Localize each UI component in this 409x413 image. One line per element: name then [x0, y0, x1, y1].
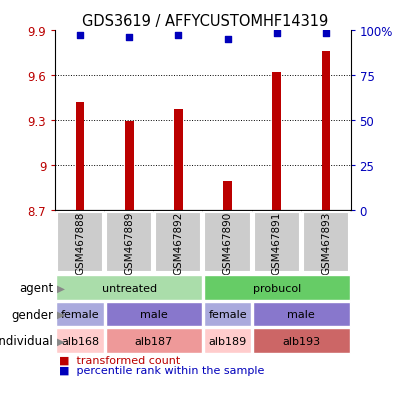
Text: GSM467888: GSM467888: [75, 211, 85, 274]
Text: untreated: untreated: [101, 283, 156, 293]
Point: [175, 33, 181, 40]
Text: probucol: probucol: [252, 283, 300, 293]
Text: GSM467891: GSM467891: [271, 211, 281, 274]
Bar: [56, 302, 103, 326]
Bar: [203, 302, 251, 326]
Bar: [57, 213, 103, 273]
Bar: [302, 213, 348, 273]
Point: [76, 33, 83, 40]
Text: male: male: [287, 309, 315, 319]
Text: ■  transformed count: ■ transformed count: [59, 355, 180, 365]
Text: GSM467893: GSM467893: [320, 211, 330, 274]
Text: individual: individual: [0, 334, 53, 347]
Text: GSM467890: GSM467890: [222, 211, 232, 274]
Text: agent: agent: [19, 281, 53, 294]
Bar: [105, 302, 202, 326]
Bar: [222, 181, 231, 211]
Text: GSM467892: GSM467892: [173, 211, 183, 274]
Bar: [252, 302, 349, 326]
Bar: [155, 213, 201, 273]
Bar: [106, 213, 152, 273]
Text: alb193: alb193: [282, 336, 319, 346]
Bar: [56, 276, 202, 300]
Point: [126, 35, 132, 41]
Point: [224, 37, 230, 43]
Bar: [252, 329, 349, 353]
Text: alb189: alb189: [208, 336, 246, 346]
Text: ▶: ▶: [57, 309, 65, 319]
Text: alb168: alb168: [61, 336, 99, 346]
Bar: [75, 103, 84, 211]
Text: gender: gender: [11, 308, 53, 321]
Text: female: female: [208, 309, 246, 319]
Text: female: female: [61, 309, 99, 319]
Bar: [56, 329, 103, 353]
Point: [273, 31, 279, 37]
Bar: [204, 213, 250, 273]
Text: ▶: ▶: [57, 336, 65, 346]
Bar: [253, 213, 299, 273]
Text: alb187: alb187: [134, 336, 173, 346]
Bar: [105, 329, 202, 353]
Point: [322, 31, 328, 37]
Text: ■  percentile rank within the sample: ■ percentile rank within the sample: [59, 366, 264, 375]
Bar: [203, 329, 251, 353]
Text: GSM467889: GSM467889: [124, 211, 134, 274]
Bar: [124, 121, 133, 211]
Bar: [173, 109, 182, 211]
Bar: [321, 52, 330, 211]
Text: ▶: ▶: [57, 283, 65, 293]
Text: GDS3619 / AFFYCUSTOMHF14319: GDS3619 / AFFYCUSTOMHF14319: [82, 14, 327, 29]
Bar: [203, 276, 349, 300]
Text: male: male: [139, 309, 167, 319]
Bar: [272, 73, 281, 211]
